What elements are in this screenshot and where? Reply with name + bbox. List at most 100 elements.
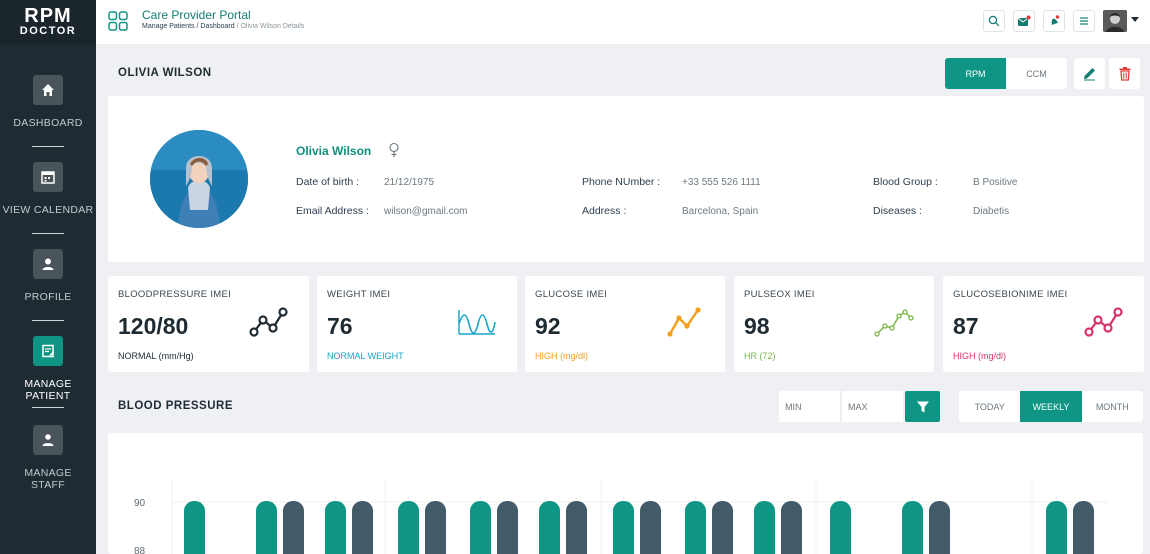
bar-series-1[interactable]	[754, 501, 775, 554]
home-icon	[33, 75, 63, 105]
staff-icon	[33, 425, 63, 455]
bar-series-1[interactable]	[398, 501, 419, 554]
bar-series-2[interactable]	[425, 501, 446, 554]
sidebar-label-dashboard: DASHBOARD	[13, 117, 83, 129]
sidebar-label-manage-patient: MANAGE PATIENT	[24, 378, 72, 402]
dob-label: Date of birth :	[296, 176, 360, 188]
bar-series-2[interactable]	[712, 501, 733, 554]
search-icon	[988, 15, 1000, 27]
period-today-button[interactable]: TODAY	[974, 401, 1005, 412]
sidebar-label-view-calendar: VIEW CALENDAR	[2, 204, 94, 216]
bar-series-2[interactable]	[781, 501, 802, 554]
brand-line2: DOCTOR	[19, 25, 77, 37]
sidebar-item-view-calendar[interactable]: VIEW CALENDAR	[0, 162, 96, 216]
messages-button[interactable]	[1013, 10, 1035, 32]
stat-title: BLOODPRESSURE IMEI	[118, 289, 232, 300]
patient-name: Olivia Wilson	[296, 144, 372, 158]
trash-icon	[1119, 67, 1130, 81]
stat-status: HIGH (mg/dl)	[953, 351, 1007, 361]
bar-series-1[interactable]	[1046, 501, 1067, 554]
notifications-button[interactable]	[1043, 10, 1065, 32]
filter-icon	[916, 401, 929, 412]
mail-badge-icon	[1017, 15, 1031, 26]
glucosebionime-card[interactable]: GLUCOSEBIONIME IMEI 87 HIGH (mg/dl)	[943, 276, 1144, 372]
bar-series-2[interactable]	[929, 501, 950, 554]
period-weekly-button[interactable]: WEEKLY	[1020, 391, 1082, 422]
sidebar-divider	[32, 407, 64, 408]
search-button[interactable]	[983, 10, 1005, 32]
filter-button[interactable]	[905, 391, 940, 422]
bar-series-1[interactable]	[256, 501, 277, 554]
period-month-button[interactable]: MONTH	[1095, 401, 1129, 412]
stat-value: 120/80	[118, 313, 189, 339]
user-avatar[interactable]	[1103, 10, 1127, 32]
brand-line1: RPM	[24, 5, 72, 27]
stat-value: 98	[744, 313, 770, 339]
chevron-down-icon[interactable]	[1131, 17, 1139, 22]
edit-button[interactable]	[1074, 58, 1105, 89]
sidebar-item-profile[interactable]: PROFILE	[0, 249, 96, 303]
glucose-card[interactable]: GLUCOSE IMEI 92 HIGH (mg/dl)	[525, 276, 725, 372]
bar-series-2[interactable]	[352, 501, 373, 554]
bar-series-2[interactable]	[283, 501, 304, 554]
stat-title: GLUCOSE IMEI	[535, 289, 608, 300]
pulseox-card[interactable]: PULSEOX IMEI 98 HR (72)	[734, 276, 934, 372]
bar-series-2[interactable]	[497, 501, 518, 554]
pulse-trend-icon	[874, 309, 914, 337]
mode-ccm-button[interactable]: CCM	[1026, 68, 1047, 79]
blood-pressure-chart: 90 88	[134, 478, 1108, 554]
email-label: Email Address :	[296, 205, 369, 217]
sidebar-item-manage-patient[interactable]: MANAGE PATIENT	[0, 336, 96, 402]
bar-series-1[interactable]	[184, 501, 205, 554]
bar-series-1[interactable]	[830, 501, 851, 554]
bell-icon	[1051, 15, 1060, 26]
brand-logo[interactable]: RPM DOCTOR	[0, 0, 96, 44]
bar-series-1[interactable]	[325, 501, 346, 554]
apps-grid-icon[interactable]	[108, 11, 128, 31]
address-value: Barcelona, Spain	[682, 206, 759, 217]
sidebar-label-manage-staff: MANAGE STAFF	[24, 467, 72, 491]
bar-series-2[interactable]	[640, 501, 661, 554]
bloodpressure-card[interactable]: BLOODPRESSURE IMEI 120/80 NORMAL (mm/Hg)	[108, 276, 309, 372]
wave-chart-icon	[458, 310, 496, 335]
bar-series-2[interactable]	[566, 501, 587, 554]
pencil-icon	[1084, 68, 1095, 81]
female-gender-icon	[389, 142, 399, 157]
blood-group-value: B Positive	[973, 177, 1018, 188]
sidebar: RPM DOCTOR DASHBOARD VIEW CALENDAR PROFI…	[0, 0, 96, 554]
max-input[interactable]	[842, 391, 903, 422]
bar-series-2[interactable]	[1073, 501, 1094, 554]
trend-line-icon	[667, 307, 701, 337]
sidebar-divider	[32, 320, 64, 321]
delete-button[interactable]	[1109, 58, 1140, 89]
address-label: Address :	[582, 205, 627, 217]
stat-status: HR (72)	[744, 351, 776, 361]
min-input[interactable]	[779, 391, 840, 422]
stat-value: 76	[327, 313, 353, 339]
bar-series-1[interactable]	[470, 501, 491, 554]
trend-nodes-icon	[1084, 307, 1123, 337]
stat-value: 87	[953, 313, 979, 339]
sidebar-item-dashboard[interactable]: DASHBOARD	[0, 75, 96, 129]
bar-series-1[interactable]	[902, 501, 923, 554]
breadcrumb-dashboard[interactable]: Dashboard	[200, 23, 235, 30]
breadcrumb: Manage Patients / Dashboard / Olivia Wil…	[142, 23, 305, 30]
y-tick-label: 90	[134, 498, 146, 509]
menu-button[interactable]	[1073, 10, 1095, 32]
portal-title: Care Provider Portal	[142, 8, 251, 22]
breadcrumb-manage-patients[interactable]: Manage Patients	[142, 23, 195, 30]
menu-icon	[1080, 17, 1088, 25]
stat-status: NORMAL WEIGHT	[327, 351, 404, 361]
stat-value: 92	[535, 313, 561, 339]
sidebar-divider	[32, 146, 64, 147]
patient-photo	[150, 130, 248, 228]
weight-card[interactable]: WEIGHT IMEI 76 NORMAL WEIGHT	[317, 276, 517, 372]
y-tick-label: 88	[134, 546, 146, 554]
bar-series-1[interactable]	[685, 501, 706, 554]
stat-title: WEIGHT IMEI	[327, 289, 391, 300]
mode-rpm-button[interactable]: RPM	[945, 58, 1006, 89]
calendar-icon	[33, 162, 63, 192]
bar-series-1[interactable]	[613, 501, 634, 554]
sidebar-item-manage-staff[interactable]: MANAGE STAFF	[0, 425, 96, 491]
bar-series-1[interactable]	[539, 501, 560, 554]
